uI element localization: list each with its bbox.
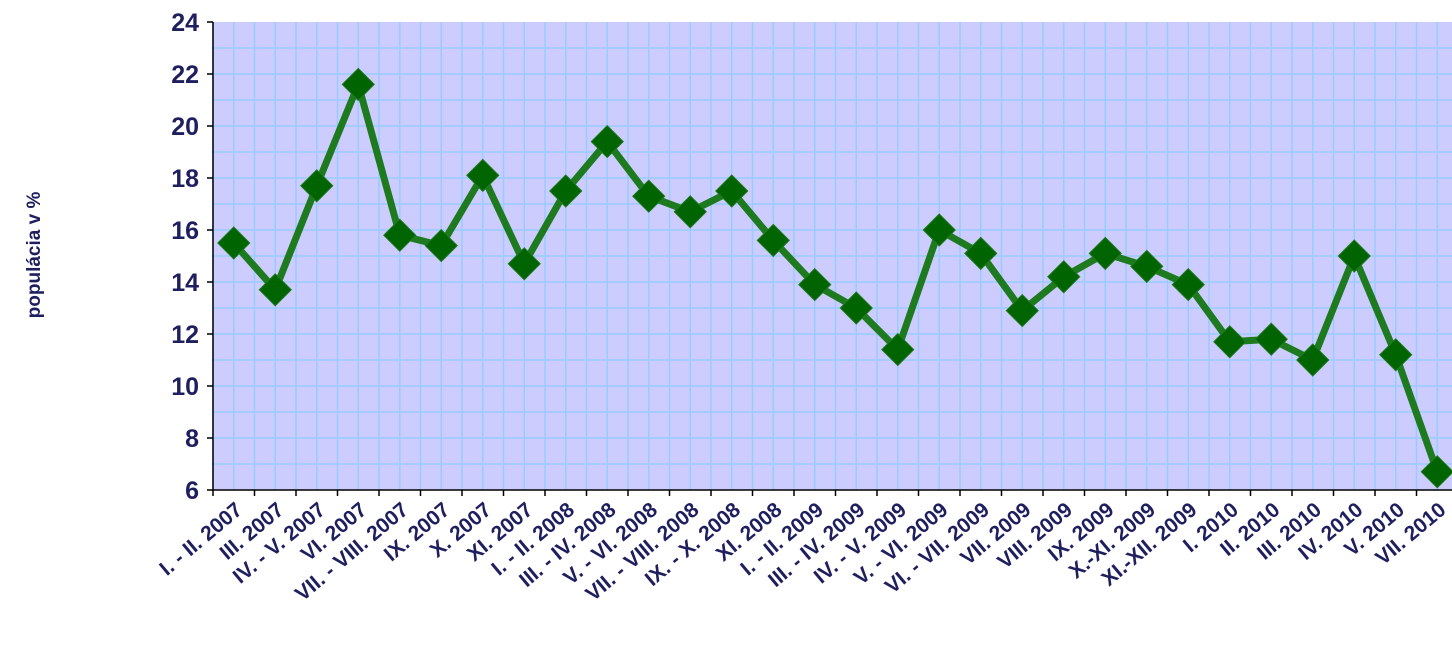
- y-tick-label: 8: [185, 425, 199, 453]
- y-tick-label: 22: [171, 61, 199, 89]
- data-point-marker: [632, 179, 666, 213]
- y-tick-label: 10: [171, 373, 199, 401]
- data-point-marker: [300, 169, 334, 203]
- data-point-marker: [1254, 322, 1288, 356]
- data-point-marker: [1420, 455, 1452, 489]
- data-point-marker: [673, 195, 707, 229]
- data-point-marker: [1005, 293, 1039, 328]
- data-point-marker: [756, 223, 790, 258]
- data-point-marker: [466, 158, 500, 193]
- data-point-marker: [798, 267, 832, 302]
- data-point-marker: [715, 174, 749, 208]
- data-point-marker: [549, 174, 583, 208]
- y-tick-label: 12: [171, 321, 199, 349]
- data-point-marker: [1088, 236, 1122, 271]
- data-point-marker: [1337, 239, 1371, 273]
- data-point-marker: [922, 213, 956, 247]
- y-tick-label: 16: [171, 217, 199, 245]
- data-point-marker: [881, 332, 915, 367]
- data-point-marker: [507, 247, 541, 281]
- data-point-marker: [839, 291, 873, 325]
- y-tick-label: 18: [171, 165, 199, 193]
- y-axis-label: populácia v %: [24, 192, 45, 319]
- data-point-marker: [1047, 260, 1081, 294]
- data-point-marker: [383, 218, 417, 252]
- grid: [212, 22, 1452, 490]
- data-point-marker: [1171, 267, 1205, 302]
- y-axis-ticks: 6 8 10 12 14 16 18 20 22 24: [171, 9, 213, 505]
- data-point-marker: [1296, 343, 1330, 377]
- series: [217, 67, 1452, 489]
- data-point-marker: [217, 226, 251, 260]
- y-tick-label: 24: [171, 9, 199, 37]
- data-point-marker: [341, 67, 375, 102]
- data-point-marker: [590, 124, 624, 159]
- y-tick-label: 14: [171, 269, 199, 297]
- y-tick-label: 6: [185, 477, 199, 505]
- axes: [212, 22, 1452, 491]
- data-point-marker: [964, 236, 998, 271]
- data-point-marker: [1130, 249, 1164, 284]
- data-point-marker: [424, 228, 458, 263]
- data-point-marker: [1379, 338, 1413, 372]
- data-point-marker: [258, 273, 292, 307]
- data-point-marker: [1213, 325, 1247, 359]
- y-tick-label: 20: [171, 113, 199, 141]
